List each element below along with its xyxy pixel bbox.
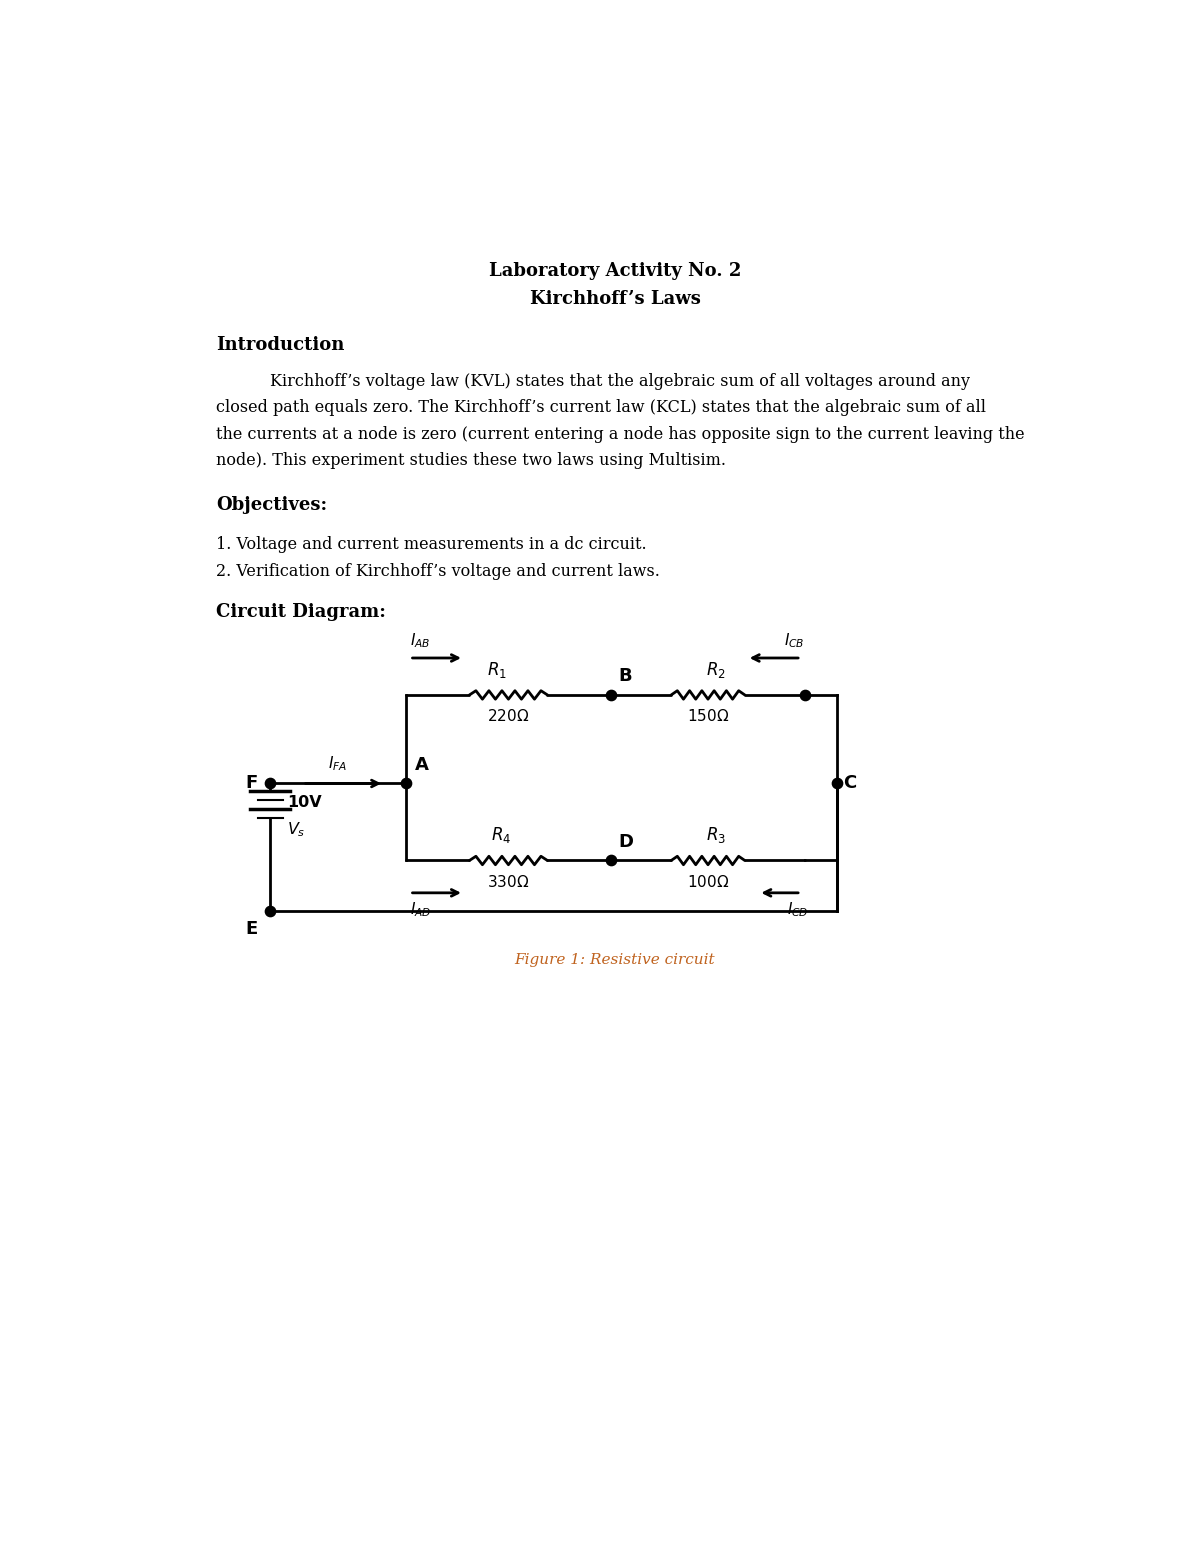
Text: $R_3$: $R_3$: [706, 825, 726, 845]
Text: B: B: [619, 666, 632, 685]
Point: [396, 772, 415, 797]
Text: the currents at a node is zero (current entering a node has opposite sign to the: the currents at a node is zero (current …: [216, 426, 1025, 443]
Text: $I_{AB}$: $I_{AB}$: [409, 632, 430, 651]
Text: $150\Omega$: $150\Omega$: [686, 708, 730, 724]
Text: F: F: [246, 775, 258, 792]
Text: $220\Omega$: $220\Omega$: [487, 708, 529, 724]
Text: Laboratory Activity No. 2: Laboratory Activity No. 2: [488, 262, 742, 280]
Point: [796, 682, 815, 707]
Text: Objectives:: Objectives:: [216, 495, 326, 514]
Point: [601, 848, 620, 873]
Text: Kirchhoff’s voltage law (KVL) states that the algebraic sum of all voltages arou: Kirchhoff’s voltage law (KVL) states tha…: [270, 373, 970, 390]
Point: [828, 772, 847, 797]
Point: [260, 898, 280, 922]
Text: C: C: [844, 775, 857, 792]
Text: $I_{FA}$: $I_{FA}$: [329, 755, 348, 773]
Text: D: D: [619, 834, 634, 851]
Text: Figure 1: Resistive circuit: Figure 1: Resistive circuit: [515, 954, 715, 968]
Text: node). This experiment studies these two laws using Multisim.: node). This experiment studies these two…: [216, 452, 726, 469]
Text: $I_{CB}$: $I_{CB}$: [785, 632, 805, 651]
Text: closed path equals zero. The Kirchhoff’s current law (KCL) states that the algeb: closed path equals zero. The Kirchhoff’s…: [216, 399, 986, 416]
Text: A: A: [415, 756, 428, 775]
Text: Circuit Diagram:: Circuit Diagram:: [216, 603, 385, 621]
Text: E: E: [246, 919, 258, 938]
Text: Kirchhoff’s Laws: Kirchhoff’s Laws: [529, 289, 701, 307]
Text: $R_1$: $R_1$: [487, 660, 506, 680]
Text: 10V: 10V: [287, 795, 322, 811]
Text: $R_4$: $R_4$: [491, 825, 511, 845]
Text: 2. Verification of Kirchhoff’s voltage and current laws.: 2. Verification of Kirchhoff’s voltage a…: [216, 562, 660, 579]
Text: $100\Omega$: $100\Omega$: [686, 874, 730, 890]
Text: $330\Omega$: $330\Omega$: [487, 874, 529, 890]
Text: $V_s$: $V_s$: [287, 820, 306, 839]
Text: Introduction: Introduction: [216, 335, 344, 354]
Point: [601, 682, 620, 707]
Text: $I_{AD}$: $I_{AD}$: [409, 901, 431, 919]
Point: [260, 772, 280, 797]
Text: $I_{CD}$: $I_{CD}$: [787, 901, 809, 919]
Text: $R_2$: $R_2$: [706, 660, 726, 680]
Text: 1. Voltage and current measurements in a dc circuit.: 1. Voltage and current measurements in a…: [216, 536, 647, 553]
